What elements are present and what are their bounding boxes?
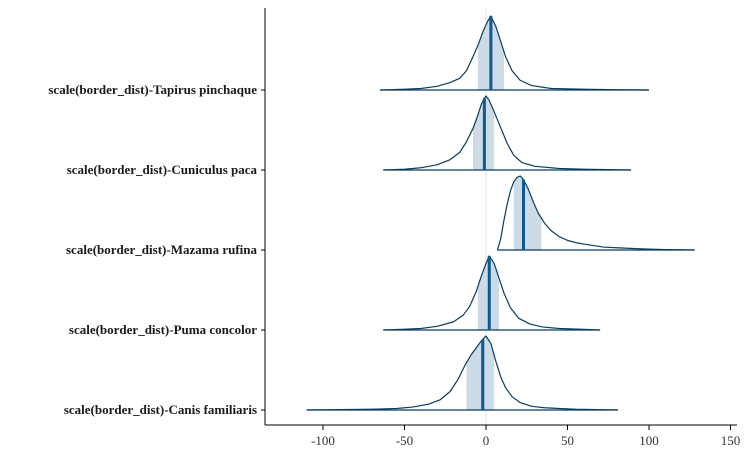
x-tick-label: 100: [639, 433, 659, 448]
density-curve: [496, 175, 695, 251]
density-curve: [380, 15, 650, 91]
ridge-group: [383, 255, 601, 331]
category-label: scale(border_dist)-Tapirus pinchaque: [48, 82, 257, 97]
x-axis-ticks: -100 -50 0 50 100 150: [311, 425, 740, 448]
x-tick-label: 0: [483, 433, 490, 448]
credible-interval-area: [466, 336, 495, 410]
x-tick-label: -100: [311, 433, 335, 448]
x-tick-label: 50: [561, 433, 574, 448]
x-tick-label: 150: [721, 433, 741, 448]
y-axis-labels: scale(border_dist)-Tapirus pinchaque scal…: [48, 82, 265, 417]
category-label: scale(border_dist)-Canis familiaris: [64, 402, 257, 417]
ridges-layer: [306, 15, 695, 411]
ridge-group: [496, 175, 695, 251]
credible-interval-area: [513, 176, 542, 250]
category-label: scale(border_dist)-Mazama rufina: [66, 242, 257, 257]
category-label: scale(border_dist)-Puma concolor: [69, 322, 257, 337]
category-label: scale(border_dist)-Cuniculus paca: [67, 162, 258, 177]
x-tick-label: -50: [396, 433, 413, 448]
density-curve: [306, 335, 619, 411]
density-curve: [383, 95, 632, 171]
ridge-group: [383, 95, 632, 171]
ridge-group: [380, 15, 650, 91]
ridge-group: [306, 335, 619, 411]
